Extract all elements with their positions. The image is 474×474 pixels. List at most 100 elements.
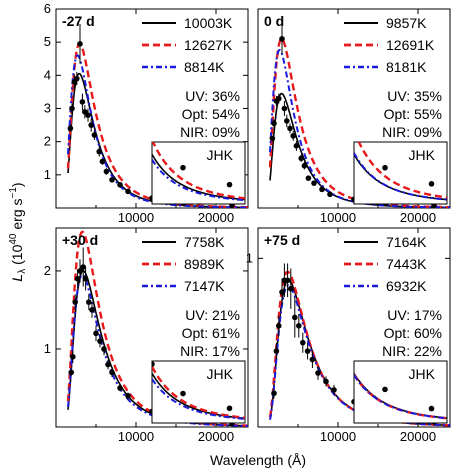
data-point	[70, 353, 76, 360]
panel-4: 10000 20000 1 +75 d 7164K 7443K 6932K UV: 17% Op…	[246, 227, 451, 444]
fraction-uv: UV: 17%	[387, 307, 442, 323]
x-tick-label: 10000	[118, 210, 154, 225]
data-point	[276, 95, 282, 102]
data-point	[80, 264, 86, 270]
data-point	[99, 158, 106, 165]
panel-frame	[257, 227, 451, 428]
inset-point	[382, 386, 388, 393]
inset-point	[180, 164, 186, 171]
inset-jhk: JHK	[149, 129, 246, 205]
inset-curve	[152, 142, 245, 200]
fraction-opt: Opt: 54%	[182, 106, 240, 122]
inset-point	[180, 390, 186, 397]
inset-curve	[354, 152, 447, 201]
data-point	[77, 41, 83, 47]
inset-point	[149, 129, 155, 135]
data-point	[273, 348, 280, 354]
data-point	[281, 105, 288, 112]
legend-entry: 12627K	[184, 37, 233, 53]
data-point	[125, 392, 131, 399]
inset-jhk: JHK	[151, 360, 246, 424]
fraction-uv: UV: 36%	[185, 88, 240, 104]
legend-entry: 10003K	[184, 15, 233, 31]
y-tick-label: 2	[44, 263, 51, 278]
data-point	[301, 162, 308, 169]
data-point	[117, 181, 123, 188]
data-point	[323, 378, 329, 385]
y-tick-label: 6	[44, 1, 51, 16]
x-tick-label: 20000	[198, 210, 234, 225]
y-tick-label: 5	[44, 34, 51, 49]
inset-jhk: JHK	[351, 348, 448, 424]
data-point	[105, 361, 111, 368]
legend-entry: 7758K	[184, 234, 225, 250]
legend-entry: 7443K	[386, 256, 427, 272]
inset-title: JHK	[409, 147, 436, 163]
data-point	[304, 348, 311, 354]
data-point	[300, 339, 306, 346]
legend-entry: 8989K	[184, 256, 225, 272]
inset-curve	[152, 158, 245, 202]
data-point	[298, 155, 305, 162]
data-point	[93, 330, 99, 337]
data-point	[269, 135, 276, 142]
fraction-opt: Opt: 61%	[182, 325, 240, 341]
fraction-nir: NIR: 09%	[180, 124, 240, 140]
data-point	[77, 268, 83, 274]
data-point	[319, 186, 325, 193]
panel-frame	[257, 8, 451, 209]
inset-jhk: JHK	[353, 141, 448, 205]
data-point	[290, 133, 297, 139]
data-point	[125, 188, 131, 195]
data-point	[74, 275, 81, 282]
data-point	[109, 369, 115, 376]
data-point	[296, 323, 302, 329]
data-point	[109, 177, 115, 183]
y-tick-label: 2	[44, 134, 51, 149]
inset-point	[351, 348, 357, 354]
x-tick-label: 10000	[118, 429, 154, 444]
legend-entry: 7164K	[386, 234, 427, 250]
series-curve-6932K	[269, 284, 450, 427]
data-point	[305, 175, 312, 181]
data-point	[309, 356, 316, 363]
data-point	[331, 387, 337, 393]
y-tick-label: 4	[44, 67, 51, 82]
inset-frame	[353, 141, 448, 205]
data-point	[103, 168, 110, 175]
fraction-uv: UV: 35%	[387, 88, 442, 104]
data-point	[293, 143, 300, 149]
fraction-nir: NIR: 22%	[382, 343, 442, 359]
data-point	[96, 148, 102, 155]
legend-entry: 8814K	[184, 59, 225, 75]
data-point	[311, 180, 317, 186]
epoch-label: +30 d	[62, 232, 98, 248]
data-point	[97, 338, 103, 344]
inset-curve	[152, 378, 245, 420]
data-point	[69, 105, 75, 112]
x-axis-label: Wavelength (Å)	[210, 452, 306, 468]
inset-title: JHK	[207, 366, 234, 382]
inset-title: JHK	[409, 366, 436, 382]
data-point	[327, 191, 333, 198]
legend-entry: 6932K	[386, 278, 427, 294]
y-tick-label: 1	[44, 167, 51, 182]
fraction-nir: NIR: 09%	[382, 124, 442, 140]
data-point	[287, 125, 293, 132]
data-point	[271, 390, 277, 397]
x-tick-label: 20000	[400, 210, 436, 225]
inset-curve	[354, 374, 447, 420]
inset-curve	[357, 142, 447, 199]
legend-entry: 8181K	[386, 59, 427, 75]
fraction-opt: Opt: 55%	[384, 106, 442, 122]
data-point	[74, 75, 80, 82]
data-point	[284, 118, 290, 124]
fraction-opt: Opt: 60%	[384, 325, 442, 341]
data-point	[67, 125, 74, 132]
inset-point	[428, 181, 435, 187]
data-point	[288, 285, 294, 292]
epoch-label: -27 d	[62, 13, 95, 29]
x-tick-label: 10000	[320, 429, 356, 444]
x-tick-label: 10000	[320, 210, 356, 225]
